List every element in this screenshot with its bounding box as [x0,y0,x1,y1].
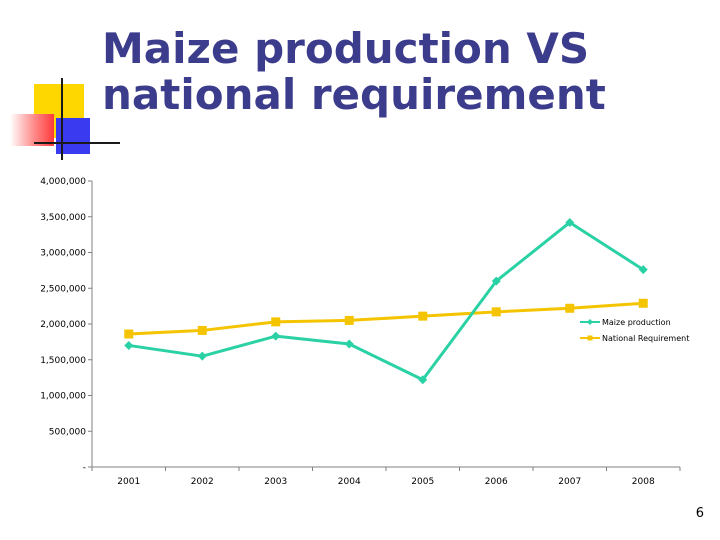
x-axis-ticks: 2001 2002 2003 2004 2005 2006 2007 2008 [91,467,681,487]
data-point-national-requirement [638,298,648,308]
legend-label-national-requirement: National Requirement [602,334,689,343]
x-tick-label: 2007 [558,477,581,487]
chart-series [124,217,648,385]
data-point-maize-production [491,276,501,286]
y-tick-label: 3,500,000 [40,213,86,223]
x-tick-label: 2001 [117,477,140,487]
series-line-national-requirement [128,301,644,336]
data-point-national-requirement [124,329,134,339]
data-point-national-requirement [491,307,501,317]
series-line-maize-production [128,220,645,382]
data-point-national-requirement [271,317,281,327]
data-point-maize-production [271,331,281,341]
decor-vertical-line [61,78,63,160]
x-tick-label: 2003 [264,477,287,487]
y-tick-label: - [83,463,86,473]
x-tick-label: 2005 [411,477,434,487]
slide-title-line-1: Maize production VS [102,24,590,73]
page-number: 6 [695,506,704,521]
data-point-national-requirement [565,303,575,313]
x-tick-label: 2002 [191,477,214,487]
data-point-maize-production [124,340,134,350]
data-point-maize-production [344,339,354,349]
y-tick-label: 2,000,000 [40,320,86,330]
x-tick-label: 2008 [632,477,655,487]
slide-title: Maize production VS national requirement [102,26,702,118]
decor-red-square [10,114,54,146]
y-tick-label: 500,000 [49,427,86,437]
line-chart: - 500,000 1,000,000 1,500,000 2,000,000 2,500… [40,177,689,487]
y-tick-label: 3,000,000 [40,249,86,259]
data-point-maize-production [565,217,575,227]
y-tick-label: 4,000,000 [40,177,86,187]
y-axis-ticks: - 500,000 1,000,000 1,500,000 2,000,000 2,500… [40,177,92,473]
x-tick-label: 2006 [485,477,508,487]
legend-label-maize-production: Maize production [602,318,671,327]
data-point-maize-production [418,375,428,385]
data-point-national-requirement [344,315,354,325]
data-point-national-requirement [197,325,207,335]
legend-marker-national-requirement [587,335,593,341]
data-point-national-requirement [418,311,428,321]
data-point-maize-production [638,265,648,275]
decor-horizontal-line [34,142,120,144]
y-tick-label: 1,000,000 [40,392,86,402]
y-tick-label: 2,500,000 [40,284,86,294]
slide-title-line-2: national requirement [102,70,606,119]
chart-axes [91,181,680,468]
legend-marker-maize-production [587,319,593,325]
chart-legend: Maize production National Requirement [580,318,689,343]
y-tick-label: 1,500,000 [40,356,86,366]
data-point-maize-production [197,351,207,361]
x-tick-label: 2004 [338,477,361,487]
